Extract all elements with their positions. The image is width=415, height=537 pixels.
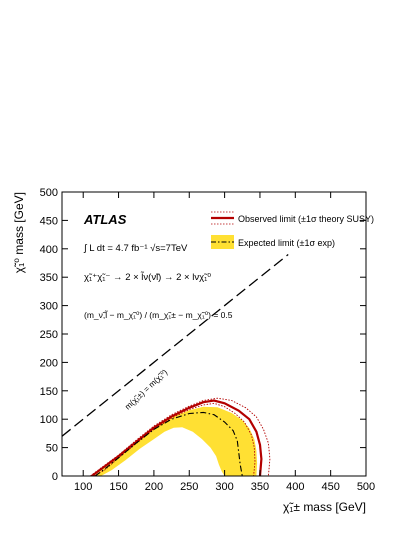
legend: Observed limit (±1σ theory SUSY) Expecte…: [211, 211, 374, 249]
y-tick-label: 200: [40, 357, 58, 369]
y-tick-label: 0: [52, 471, 58, 483]
x-tick-label: 200: [145, 481, 163, 493]
y-tick-label: 150: [40, 386, 58, 398]
y-tick-label: 250: [40, 329, 58, 341]
expected-limit-line: [94, 411, 243, 476]
process-label: χ̃₁⁺χ̃₁⁻ → 2 × l̃ν(ν̃l) → 2 × lνχ̃₁⁰: [84, 271, 211, 283]
expected-band-layer: [93, 406, 258, 476]
experiment-label: ATLAS: [83, 212, 127, 227]
x-tick-label: 250: [180, 481, 198, 493]
x-tick-label: 400: [286, 481, 304, 493]
y-tick-label: 50: [46, 443, 58, 455]
legend-expected-label: Expected limit (±1σ exp): [238, 238, 335, 248]
x-tick-label: 450: [321, 481, 339, 493]
observed-upper-line: [90, 397, 271, 476]
y-tick-label: 100: [40, 414, 58, 426]
x-tick-label: 500: [357, 481, 375, 493]
diagonal-label: m(χ̃₁±) = m(χ̃₁⁰): [123, 367, 169, 411]
x-tick-label: 350: [251, 481, 269, 493]
y-axis-title: χ̃₁⁰ mass [GeV]: [12, 192, 26, 273]
x-tick-label: 150: [109, 481, 127, 493]
axes: 100 150 200 250 300 350 400 450 500 0 50 100 150 200 2…: [40, 187, 376, 493]
expected-band: [93, 406, 258, 476]
x-axis-title: χ̃₁± mass [GeV]: [283, 500, 366, 514]
x-tick-label: 300: [215, 481, 233, 493]
y-tick-label: 400: [40, 244, 58, 256]
legend-observed-label: Observed limit (±1σ theory SUSY): [238, 214, 374, 224]
y-tick-label: 500: [40, 187, 58, 199]
observed-limit-line: [91, 399, 263, 476]
y-tick-label: 300: [40, 301, 58, 313]
x-tick-label: 100: [74, 481, 92, 493]
diagonal-line: [62, 253, 289, 437]
y-tick-label: 350: [40, 272, 58, 284]
y-tick-label: 450: [40, 215, 58, 227]
mass-ratio-label: (m_ν̃,l̃ − m_χ̃₁⁰) / (m_χ̃₁± − m_χ̃₁⁰) =…: [84, 309, 233, 320]
luminosity-label: ∫ L dt = 4.7 fb⁻¹ √s=7TeV: [83, 243, 188, 254]
limit-lines-layer: [62, 253, 289, 476]
